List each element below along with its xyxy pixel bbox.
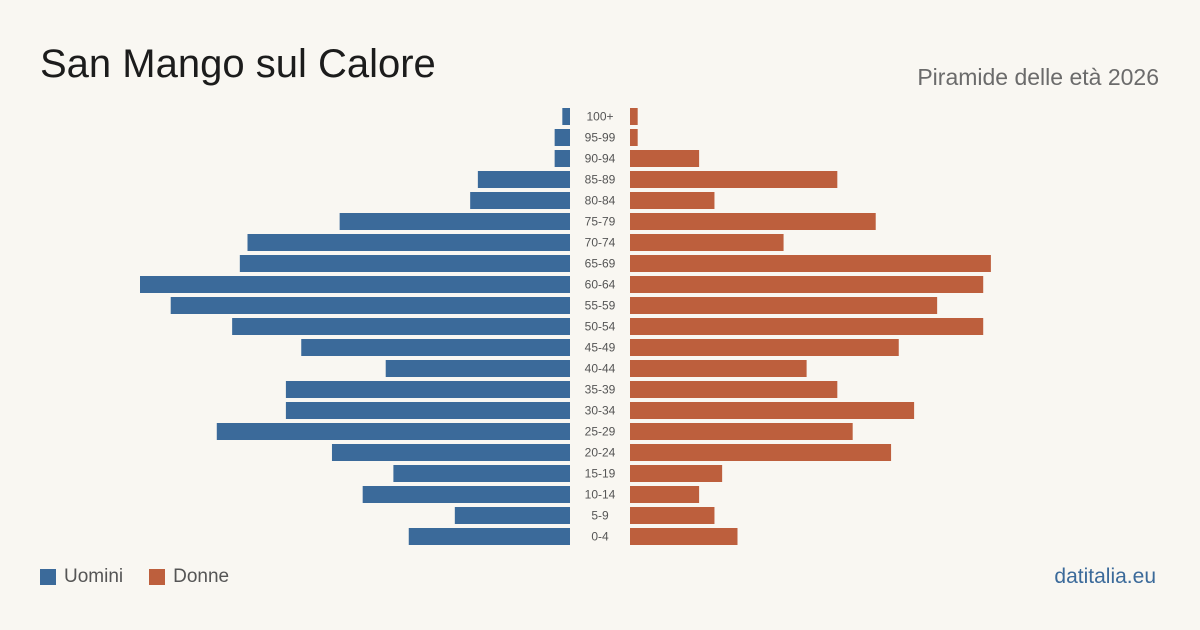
age-label-0-4: 0-4 (591, 530, 609, 544)
age-label-50-54: 50-54 (585, 320, 616, 334)
age-label-70-74: 70-74 (585, 236, 616, 250)
legend-label-women: Donne (173, 566, 230, 587)
bar-men-5-9 (454, 507, 570, 524)
legend-swatch-men (40, 569, 56, 585)
bar-men-65-69 (239, 255, 571, 272)
age-label-85-89: 85-89 (585, 173, 616, 187)
bar-men-0-4 (408, 528, 570, 545)
bar-men-80-84 (470, 192, 570, 209)
bar-women-70-74 (630, 234, 784, 251)
age-label-90-94: 90-94 (585, 152, 616, 166)
age-label-30-34: 30-34 (585, 404, 616, 418)
bar-men-55-59 (170, 297, 570, 314)
page-title: San Mango sul Calore (40, 42, 436, 86)
bar-women-5-9 (630, 507, 715, 524)
age-label-60-64: 60-64 (585, 278, 616, 292)
bar-women-100plus (630, 108, 638, 125)
bar-women-15-19 (630, 465, 723, 482)
bar-men-10-14 (362, 486, 570, 503)
bar-men-70-74 (247, 234, 570, 251)
bar-men-90-94 (554, 150, 570, 167)
bar-women-75-79 (630, 213, 876, 230)
bar-men-60-64 (140, 276, 570, 293)
bar-men-85-89 (477, 171, 570, 188)
age-label-5-9: 5-9 (591, 509, 609, 523)
age-label-75-79: 75-79 (585, 215, 616, 229)
bar-men-40-44 (385, 360, 570, 377)
bar-women-80-84 (630, 192, 715, 209)
bar-men-45-49 (301, 339, 570, 356)
bar-men-15-19 (393, 465, 570, 482)
legend-item-women: Donne (149, 566, 229, 588)
age-label-45-49: 45-49 (585, 341, 616, 355)
bar-women-85-89 (630, 171, 838, 188)
bar-men-95-99 (554, 129, 570, 146)
source-link[interactable]: datitalia.eu (1054, 565, 1156, 588)
bar-women-65-69 (630, 255, 991, 272)
age-label-25-29: 25-29 (585, 425, 616, 439)
age-label-20-24: 20-24 (585, 446, 616, 460)
bar-women-0-4 (630, 528, 738, 545)
bar-women-95-99 (630, 129, 638, 146)
bar-women-45-49 (630, 339, 899, 356)
chart-subtitle: Piramide delle età 2026 (917, 64, 1159, 90)
bar-women-55-59 (630, 297, 938, 314)
bar-women-25-29 (630, 423, 853, 440)
bar-women-50-54 (630, 318, 984, 335)
bar-women-35-39 (630, 381, 838, 398)
age-label-10-14: 10-14 (585, 488, 616, 502)
bar-men-30-34 (285, 402, 570, 419)
age-label-95-99: 95-99 (585, 131, 616, 145)
legend: Uomini Donne (40, 566, 255, 588)
bar-women-90-94 (630, 150, 700, 167)
age-label-40-44: 40-44 (585, 362, 616, 376)
bar-men-50-54 (232, 318, 570, 335)
bar-women-40-44 (630, 360, 807, 377)
bar-men-75-79 (339, 213, 570, 230)
age-label-65-69: 65-69 (585, 257, 616, 271)
bar-women-20-24 (630, 444, 892, 461)
age-label-80-84: 80-84 (585, 194, 616, 208)
bar-women-60-64 (630, 276, 984, 293)
age-label-55-59: 55-59 (585, 299, 616, 313)
legend-label-men: Uomini (64, 566, 124, 587)
bar-men-20-24 (331, 444, 570, 461)
bar-men-25-29 (216, 423, 571, 440)
age-label-35-39: 35-39 (585, 383, 616, 397)
age-label-15-19: 15-19 (585, 467, 616, 481)
bar-men-35-39 (285, 381, 570, 398)
bar-men-100plus (562, 108, 570, 125)
legend-swatch-women (149, 569, 166, 585)
legend-item-men: Uomini (40, 566, 123, 588)
age-label-100plus: 100+ (586, 110, 613, 124)
bar-women-10-14 (630, 486, 700, 503)
bar-women-30-34 (630, 402, 915, 419)
